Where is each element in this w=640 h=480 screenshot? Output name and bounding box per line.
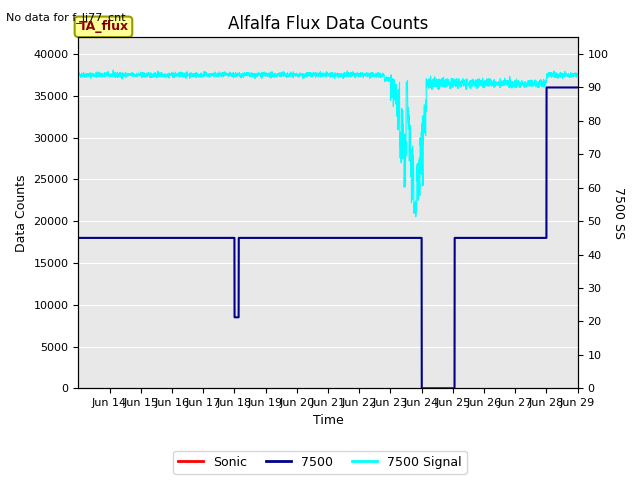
Legend: Sonic, 7500, 7500 Signal: Sonic, 7500, 7500 Signal <box>173 451 467 474</box>
Text: No data for f_li77_cnt: No data for f_li77_cnt <box>6 12 126 23</box>
X-axis label: Time: Time <box>312 414 344 427</box>
Text: TA_flux: TA_flux <box>79 20 129 33</box>
Title: Alfalfa Flux Data Counts: Alfalfa Flux Data Counts <box>228 15 428 33</box>
Y-axis label: 7500 SS: 7500 SS <box>612 187 625 239</box>
Y-axis label: Data Counts: Data Counts <box>15 174 28 252</box>
